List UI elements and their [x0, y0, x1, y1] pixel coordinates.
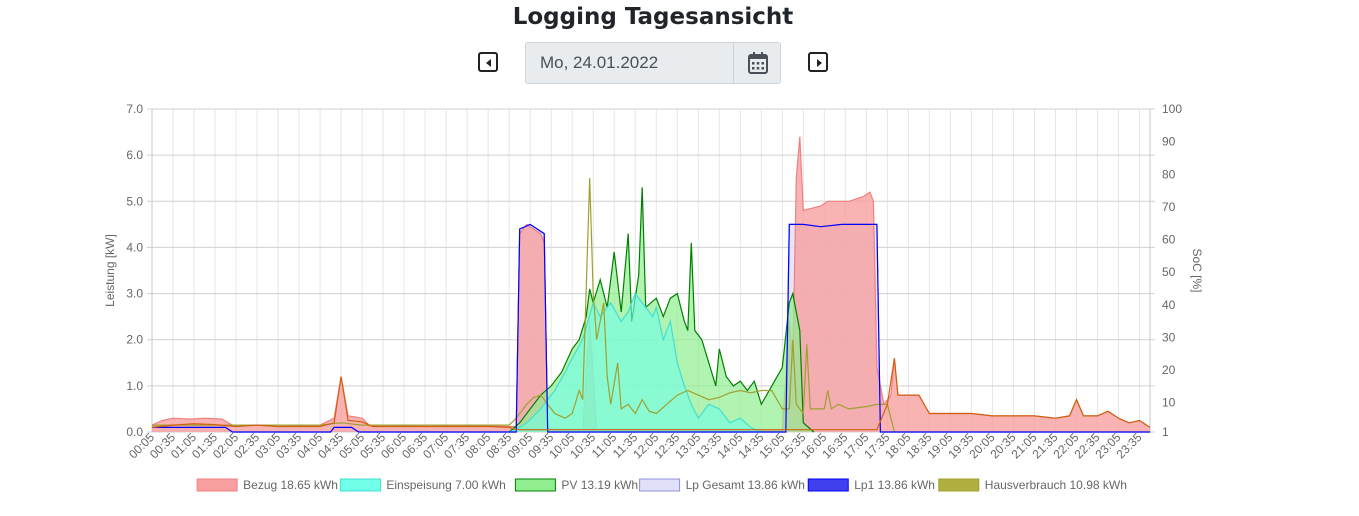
- y2-tick-label: 60: [1162, 233, 1176, 247]
- y-tick-label: 3.0: [126, 287, 143, 301]
- legend-label: Einspeisung 7.00 kWh: [386, 478, 505, 492]
- y2-tick-label: 1: [1162, 425, 1169, 439]
- y-tick-label: 5.0: [126, 194, 143, 208]
- legend-swatch: [196, 478, 238, 492]
- y2-tick-label: 20: [1162, 363, 1176, 377]
- series-1-area: [509, 293, 762, 432]
- legend-label: Lp Gesamt 13.86 kWh: [686, 478, 805, 492]
- series-4-line: [152, 223, 1150, 433]
- series-1-line: [508, 292, 762, 433]
- y-tick-label: 2.0: [126, 333, 143, 347]
- date-picker: [525, 42, 781, 84]
- legend-label: Hausverbrauch 10.98 kWh: [985, 478, 1127, 492]
- legend-label: Lp1 13.86 kWh: [854, 478, 935, 492]
- calendar-icon: [748, 52, 768, 74]
- legend-swatch: [938, 478, 980, 492]
- y-tick-label: 7.0: [126, 102, 143, 116]
- legend-swatch: [807, 478, 849, 492]
- legend-swatch: [639, 478, 681, 492]
- y-tick-label: 6.0: [126, 148, 143, 162]
- y-tick-label: 1.0: [126, 379, 143, 393]
- next-day-button[interactable]: [808, 52, 828, 72]
- series-2-line: [508, 187, 815, 433]
- y2-tick-label: 70: [1162, 200, 1176, 214]
- y2-tick-label: 50: [1162, 265, 1176, 279]
- series-5-line: [152, 178, 895, 433]
- y2-tick-label: 100: [1162, 102, 1182, 116]
- calendar-button[interactable]: [733, 43, 780, 83]
- y2-tick-label: 90: [1162, 135, 1176, 149]
- legend-label: PV 13.19 kWh: [561, 478, 638, 492]
- y2-tick-label: 30: [1162, 330, 1176, 344]
- y2-tick-label: 40: [1162, 298, 1176, 312]
- legend-label: Bezug 18.65 kWh: [243, 478, 338, 492]
- caret-left-icon: [486, 59, 491, 67]
- y2-tick-label: 80: [1162, 167, 1176, 181]
- prev-day-button[interactable]: [478, 52, 498, 72]
- page-title: Logging Tagesansicht: [512, 4, 794, 30]
- y-tick-label: 0.0: [126, 425, 143, 439]
- y2-axis-title: SoC [%]: [1190, 248, 1204, 292]
- y-axis-title: Leistung [kW]: [103, 234, 117, 307]
- date-input[interactable]: [526, 43, 733, 83]
- x-tick-label: 23:35: [1113, 430, 1144, 461]
- y-tick-label: 4.0: [126, 240, 143, 254]
- series-6-line: [151, 358, 1151, 431]
- caret-right-icon: [817, 59, 822, 67]
- y2-tick-label: 10: [1162, 396, 1176, 410]
- legend-swatch: [514, 478, 556, 492]
- legend-swatch: [339, 478, 381, 492]
